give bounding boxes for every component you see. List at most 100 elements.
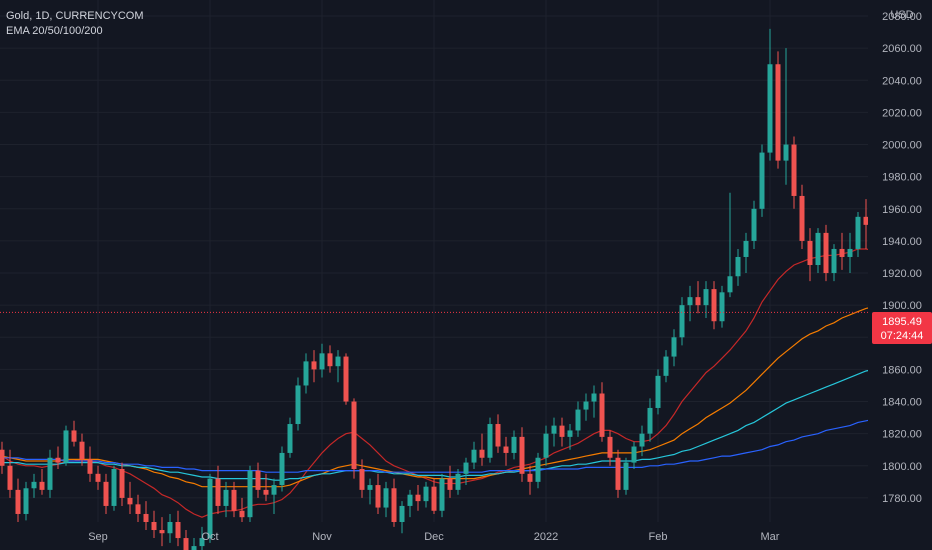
candle[interactable] (479, 433, 485, 466)
candle[interactable] (447, 465, 453, 498)
candle[interactable] (63, 425, 69, 466)
candle[interactable] (359, 459, 365, 498)
candle[interactable] (527, 465, 533, 495)
candle[interactable] (511, 430, 517, 460)
candle[interactable] (119, 462, 125, 506)
candle[interactable] (415, 485, 421, 511)
candle[interactable] (839, 232, 845, 270)
candle[interactable] (303, 353, 309, 394)
candle[interactable] (351, 398, 357, 479)
candle[interactable] (271, 478, 277, 514)
time-axis[interactable]: Sep Oct Nov Dec 2022 Feb Mar (88, 531, 780, 543)
candle[interactable] (567, 424, 573, 450)
candle[interactable] (87, 446, 93, 482)
candle[interactable] (639, 425, 645, 457)
candle[interactable] (647, 398, 653, 442)
candle[interactable] (495, 414, 501, 453)
candle[interactable] (551, 417, 557, 447)
candle[interactable] (79, 433, 85, 466)
candle[interactable] (535, 452, 541, 489)
candle[interactable] (663, 350, 669, 383)
candle[interactable] (767, 28, 773, 161)
candle[interactable] (39, 468, 45, 495)
candle[interactable] (783, 48, 789, 185)
candle[interactable] (7, 449, 13, 498)
candle[interactable] (775, 51, 781, 169)
candle[interactable] (863, 199, 869, 249)
candle[interactable] (719, 285, 725, 328)
currency-label[interactable]: USD (890, 9, 913, 21)
candle[interactable] (431, 478, 437, 514)
candle[interactable] (191, 538, 197, 550)
candle[interactable] (815, 228, 821, 274)
candle[interactable] (703, 281, 709, 319)
candle[interactable] (583, 393, 589, 421)
candle[interactable] (735, 248, 741, 286)
candle[interactable] (247, 465, 253, 522)
candle[interactable] (239, 497, 245, 522)
candle[interactable] (319, 343, 325, 378)
candle[interactable] (383, 481, 389, 518)
candle[interactable] (175, 510, 181, 547)
candle[interactable] (311, 350, 317, 383)
indicator-title[interactable]: EMA 20/50/100/200 (6, 25, 103, 37)
candle[interactable] (367, 478, 373, 505)
candle[interactable] (151, 510, 157, 539)
candle[interactable] (103, 473, 109, 514)
candle[interactable] (199, 526, 205, 550)
candle[interactable] (599, 382, 605, 442)
candle[interactable] (423, 481, 429, 508)
candle[interactable] (743, 232, 749, 274)
candle[interactable] (439, 473, 445, 518)
candle[interactable] (111, 465, 117, 511)
candle[interactable] (263, 473, 269, 502)
candle[interactable] (143, 501, 149, 531)
candle[interactable] (607, 430, 613, 466)
candle[interactable] (343, 353, 349, 405)
candle[interactable] (519, 427, 525, 482)
candle[interactable] (255, 462, 261, 498)
candle[interactable] (855, 212, 861, 257)
candle[interactable] (71, 420, 77, 447)
candle[interactable] (295, 377, 301, 431)
candle[interactable] (407, 489, 413, 518)
candle[interactable] (0, 441, 5, 474)
candle[interactable] (575, 401, 581, 437)
candle[interactable] (391, 478, 397, 527)
candle[interactable] (95, 465, 101, 490)
candle[interactable] (559, 417, 565, 447)
candle[interactable] (487, 417, 493, 463)
candle[interactable] (159, 517, 165, 547)
candle[interactable] (847, 232, 853, 274)
symbol-title[interactable]: Gold, 1D, CURRENCYCOM (6, 10, 144, 22)
candle[interactable] (47, 449, 53, 498)
candle[interactable] (183, 530, 189, 550)
candle[interactable] (591, 385, 597, 418)
candle[interactable] (679, 297, 685, 346)
candle[interactable] (455, 468, 461, 495)
candle[interactable] (751, 200, 757, 249)
candle[interactable] (655, 369, 661, 415)
candle[interactable] (727, 192, 733, 298)
candle[interactable] (823, 224, 829, 282)
candle[interactable] (671, 329, 677, 367)
candle[interactable] (327, 345, 333, 373)
candle[interactable] (31, 473, 37, 498)
candle[interactable] (223, 481, 229, 518)
candle[interactable] (15, 478, 21, 522)
candle[interactable] (831, 244, 837, 282)
candle[interactable] (279, 446, 285, 492)
candle[interactable] (695, 281, 701, 314)
candle[interactable] (215, 465, 221, 514)
candle[interactable] (799, 184, 805, 249)
candle[interactable] (135, 494, 141, 522)
candle[interactable] (127, 481, 133, 514)
candle[interactable] (471, 441, 477, 469)
candle[interactable] (631, 441, 637, 469)
candle[interactable] (375, 473, 381, 514)
candle[interactable] (231, 481, 237, 518)
candle[interactable] (623, 457, 629, 495)
candle[interactable] (807, 228, 813, 282)
candles[interactable] (0, 28, 885, 550)
